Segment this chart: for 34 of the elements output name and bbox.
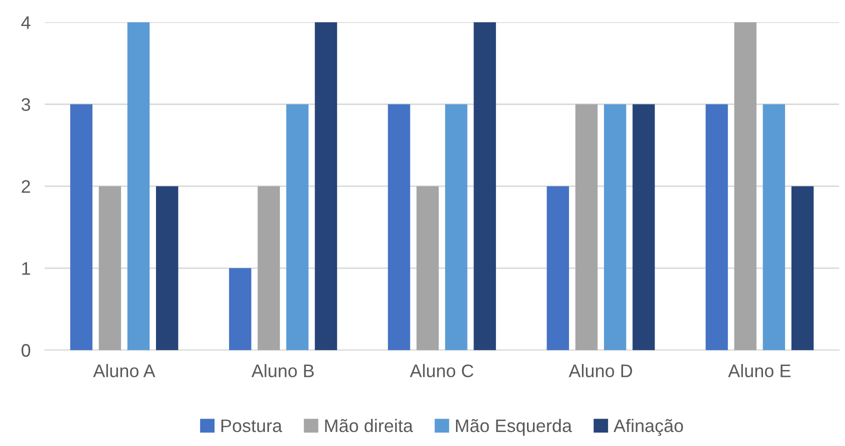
bar — [127, 22, 150, 350]
bar — [70, 104, 92, 350]
bar — [734, 22, 756, 350]
x-tick-label: Aluno E — [728, 364, 790, 378]
bar — [388, 104, 410, 350]
y-tick-label: 3 — [22, 98, 30, 111]
bar — [314, 22, 338, 350]
x-tick-label: Aluno D — [568, 364, 632, 378]
bar — [229, 268, 252, 350]
y-tick-label: 0 — [22, 344, 30, 357]
x-tick-label: Aluno A — [93, 364, 156, 378]
legend-label: Mão direita — [325, 418, 414, 432]
y-tick-label: 4 — [21, 16, 30, 29]
bar — [416, 186, 439, 350]
bar — [791, 186, 814, 350]
bar — [706, 104, 728, 350]
bar — [445, 104, 468, 350]
y-tick-label: 2 — [22, 180, 30, 193]
bar — [156, 186, 178, 350]
bar — [474, 22, 496, 350]
x-tick-label: Aluno C — [410, 364, 474, 378]
legend-label: Mão Esquerda — [456, 418, 572, 436]
bar — [762, 104, 786, 350]
y-tick-label: 1 — [22, 262, 30, 275]
x-tick-label: Aluno B — [251, 364, 314, 378]
legend-label: Postura — [221, 420, 282, 432]
bar — [258, 186, 280, 350]
legend-label: Afinação — [614, 418, 684, 436]
bar — [98, 186, 122, 350]
bar — [286, 104, 308, 350]
bar — [632, 104, 655, 350]
bar — [575, 104, 598, 350]
bar — [546, 186, 570, 350]
bar — [604, 104, 626, 350]
